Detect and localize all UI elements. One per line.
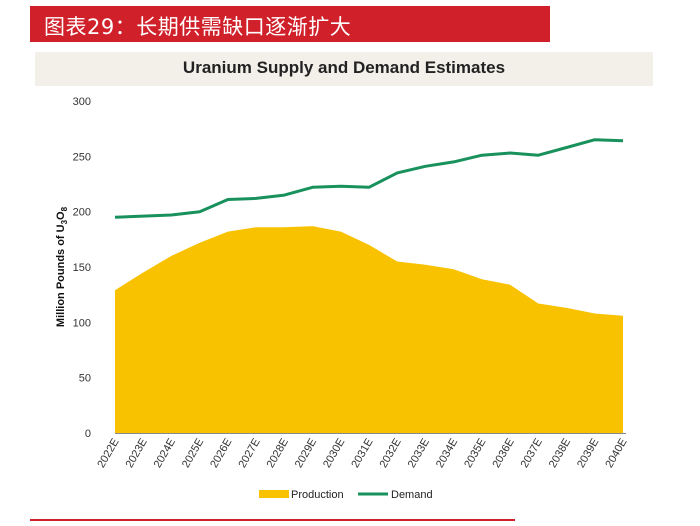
x-tick-label: 2028E xyxy=(265,437,291,471)
x-tick-label: 2033E xyxy=(406,437,432,471)
y-tick-label: 0 xyxy=(85,428,91,440)
demand-line xyxy=(114,138,624,219)
x-tick-label: 2031E xyxy=(349,437,375,471)
x-tick-label: 2027E xyxy=(236,437,262,471)
x-tick-label: 2035E xyxy=(462,437,488,471)
x-tick-label: 2029E xyxy=(293,437,319,471)
y-tick-label: 300 xyxy=(73,96,91,108)
x-tick-label: 2024E xyxy=(152,437,178,471)
x-tick-label: 2039E xyxy=(575,437,601,471)
legend: Production Demand xyxy=(259,489,433,501)
production-area xyxy=(115,226,623,433)
y-axis-label: Million Pounds of U3O8 xyxy=(55,206,69,327)
y-tick-label: 50 xyxy=(79,373,91,385)
figure-banner: 图表29：长期供需缺口逐渐扩大 xyxy=(30,6,550,42)
y-axis-label-subscript: 3 xyxy=(60,219,69,224)
y-tick-label: 200 xyxy=(73,207,91,219)
y-tick-label: 250 xyxy=(73,151,91,163)
x-tick-label: 2037E xyxy=(519,437,545,471)
y-axis-label-part: Million Pounds of U xyxy=(55,224,67,327)
x-tick-label: 2040E xyxy=(603,437,629,471)
chart-title-bar: Uranium Supply and Demand Estimates xyxy=(35,52,653,86)
y-axis-label-part: O xyxy=(55,211,67,220)
y-tick-label: 100 xyxy=(73,317,91,329)
chart-title: Uranium Supply and Demand Estimates xyxy=(182,58,506,77)
bottom-divider xyxy=(30,519,515,521)
x-tick-label: 2025E xyxy=(180,437,206,471)
x-tick-label: 2034E xyxy=(434,437,460,471)
plot-area: 0 50 100 150 200 250 300 Million Pounds of U3O8… xyxy=(55,96,630,470)
x-tick-label: 2023E xyxy=(124,437,150,471)
x-tick-label: 2026E xyxy=(208,437,234,471)
y-tick-label: 150 xyxy=(73,262,91,274)
x-tick-label: 2036E xyxy=(490,437,516,471)
legend-label-demand: Demand xyxy=(391,489,433,501)
x-tick-label: 2038E xyxy=(547,437,573,471)
y-axis-label-subscript: 8 xyxy=(60,206,69,211)
legend-swatch-production xyxy=(259,490,289,498)
x-tick-label: 2032E xyxy=(378,437,404,471)
legend-label-production: Production xyxy=(291,489,344,501)
x-tick-label: 2030E xyxy=(321,437,347,471)
figure-banner-text: 图表29：长期供需缺口逐渐扩大 xyxy=(44,15,352,39)
x-tick-label: 2022E xyxy=(95,437,121,471)
